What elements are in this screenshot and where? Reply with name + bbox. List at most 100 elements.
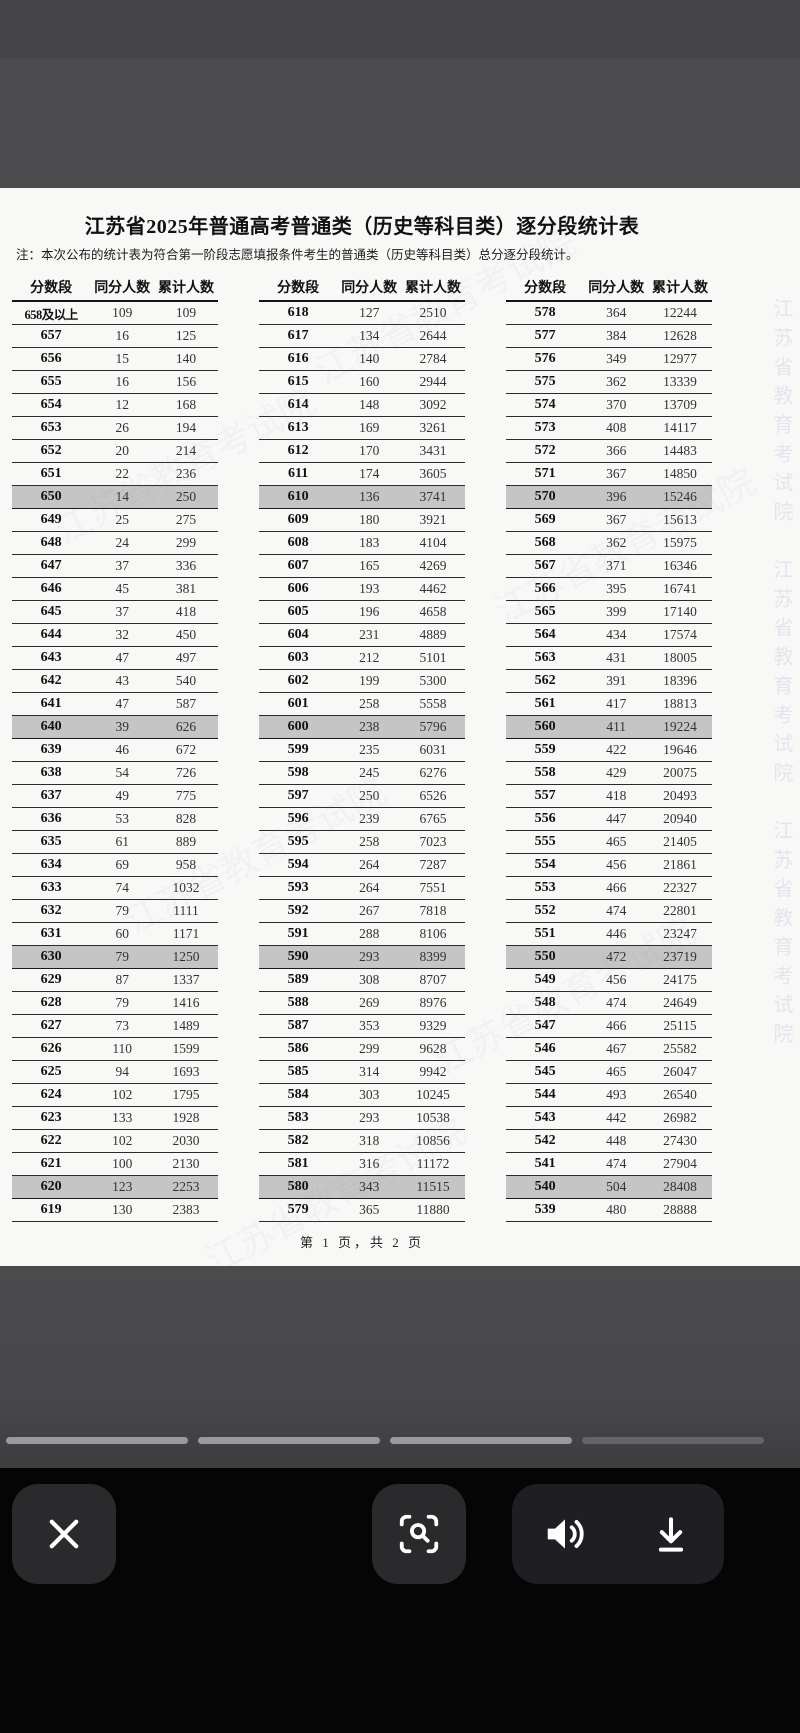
score-cell: 556 xyxy=(534,811,556,826)
cumulative-count-cell: 2383 xyxy=(172,1202,200,1217)
cumulative-count-cell: 109 xyxy=(175,305,197,320)
cumulative-count-cell: 540 xyxy=(175,673,197,688)
progress-segment[interactable] xyxy=(198,1437,380,1444)
cumulative-count-cell: 5558 xyxy=(419,696,447,711)
table-row: 603 212 5101 xyxy=(259,647,465,670)
score-cell: 633 xyxy=(40,880,62,895)
score-cell: 622 xyxy=(40,1133,62,1148)
table-header-row: 分数段 同分人数 累计人数 xyxy=(506,274,712,302)
cumulative-count-cell: 21861 xyxy=(663,857,697,872)
same-score-count-cell: 25 xyxy=(115,512,129,527)
cumulative-count-cell: 3261 xyxy=(419,420,447,435)
cumulative-count-cell: 275 xyxy=(175,512,197,527)
score-cell: 585 xyxy=(287,1064,309,1079)
cumulative-count-cell: 2944 xyxy=(419,374,447,389)
table-row: 646 45 381 xyxy=(12,578,218,601)
page-progress-bar[interactable] xyxy=(6,1437,764,1444)
table-row: 608 183 4104 xyxy=(259,532,465,555)
same-score-count-cell: 408 xyxy=(606,420,627,435)
cumulative-count-cell: 18005 xyxy=(663,650,697,665)
score-cell: 636 xyxy=(40,811,62,826)
table-row: 599 235 6031 xyxy=(259,739,465,762)
cumulative-count-cell: 17574 xyxy=(663,627,697,642)
same-score-count-cell: 493 xyxy=(606,1087,627,1102)
score-cell: 576 xyxy=(534,351,556,366)
table-row: 577 384 12628 xyxy=(506,325,712,348)
cumulative-count-cell: 10856 xyxy=(416,1133,450,1148)
page-note: 注：本次公布的统计表为符合第一阶段志愿填报条件考生的普通类（历史等科目类）总分逐… xyxy=(16,248,579,262)
table-row: 571 367 14850 xyxy=(506,463,712,486)
score-cell: 637 xyxy=(40,788,62,803)
score-cell: 616 xyxy=(287,351,309,366)
table-row: 613 169 3261 xyxy=(259,417,465,440)
same-score-count-cell: 100 xyxy=(112,1156,133,1171)
score-cell: 548 xyxy=(534,995,556,1010)
cumulative-count-cell: 381 xyxy=(175,581,197,596)
same-score-count-cell: 264 xyxy=(359,857,380,872)
same-score-count-cell: 245 xyxy=(359,765,380,780)
same-score-count-cell: 231 xyxy=(359,627,380,642)
same-score-count-cell: 170 xyxy=(359,443,380,458)
progress-segment[interactable] xyxy=(390,1437,572,1444)
table-row: 620 123 2253 xyxy=(12,1176,218,1199)
cumulative-count-cell: 3921 xyxy=(419,512,447,527)
same-score-count-cell: 418 xyxy=(606,788,627,803)
close-button[interactable] xyxy=(12,1484,116,1584)
same-score-count-cell: 239 xyxy=(359,811,380,826)
same-score-count-cell: 174 xyxy=(359,466,380,481)
score-cell: 572 xyxy=(534,443,556,458)
score-cell: 573 xyxy=(534,420,556,435)
cumulative-count-cell: 140 xyxy=(175,351,197,366)
cumulative-count-cell: 13339 xyxy=(663,374,697,389)
same-score-count-cell: 366 xyxy=(606,443,627,458)
score-cell: 607 xyxy=(287,558,309,573)
score-cell: 594 xyxy=(287,857,309,872)
table-row: 561 417 18813 xyxy=(506,693,712,716)
cumulative-count-cell: 250 xyxy=(175,489,197,504)
table-row: 594 264 7287 xyxy=(259,854,465,877)
cumulative-count-cell: 8707 xyxy=(419,972,447,987)
same-score-count-cell: 288 xyxy=(359,926,380,941)
cumulative-count-cell: 11172 xyxy=(416,1156,450,1171)
table-row: 598 245 6276 xyxy=(259,762,465,785)
volume-button[interactable] xyxy=(520,1484,610,1584)
progress-segment[interactable] xyxy=(582,1437,764,1444)
search-in-image-button[interactable] xyxy=(372,1484,466,1584)
table-row: 552 474 22801 xyxy=(506,900,712,923)
close-icon xyxy=(43,1513,85,1555)
score-cell: 547 xyxy=(534,1018,556,1033)
same-score-count-cell: 54 xyxy=(115,765,129,780)
same-score-count-cell: 123 xyxy=(112,1179,133,1194)
same-score-count-cell: 465 xyxy=(606,1064,627,1079)
table-row: 616 140 2784 xyxy=(259,348,465,371)
same-score-count-cell: 447 xyxy=(606,811,627,826)
table-row: 617 134 2644 xyxy=(259,325,465,348)
same-score-count-cell: 212 xyxy=(359,650,380,665)
table-row: 639 46 672 xyxy=(12,739,218,762)
same-score-count-cell: 349 xyxy=(606,351,627,366)
same-score-count-cell: 293 xyxy=(359,1110,380,1125)
column-header: 分数段 xyxy=(30,281,73,296)
cumulative-count-cell: 2784 xyxy=(419,351,447,366)
same-score-count-cell: 32 xyxy=(115,627,129,642)
table-row: 546 467 25582 xyxy=(506,1038,712,1061)
score-cell: 625 xyxy=(40,1064,62,1079)
score-cell: 609 xyxy=(287,512,309,527)
cumulative-count-cell: 18396 xyxy=(663,673,697,688)
table-row: 654 12 168 xyxy=(12,394,218,417)
download-button[interactable] xyxy=(626,1484,716,1584)
progress-segment[interactable] xyxy=(6,1437,188,1444)
same-score-count-cell: 264 xyxy=(359,880,380,895)
same-score-count-cell: 183 xyxy=(359,535,380,550)
same-score-count-cell: 456 xyxy=(606,857,627,872)
same-score-count-cell: 365 xyxy=(359,1202,380,1217)
score-cell: 560 xyxy=(534,719,556,734)
score-cell: 653 xyxy=(40,420,62,435)
cumulative-count-cell: 14850 xyxy=(663,466,697,481)
cumulative-count-cell: 336 xyxy=(175,558,197,573)
same-score-count-cell: 127 xyxy=(359,305,380,320)
table-row: 633 74 1032 xyxy=(12,877,218,900)
table-row: 638 54 726 xyxy=(12,762,218,785)
table-row: 550 472 23719 xyxy=(506,946,712,969)
table-row: 579 365 11880 xyxy=(259,1199,465,1222)
